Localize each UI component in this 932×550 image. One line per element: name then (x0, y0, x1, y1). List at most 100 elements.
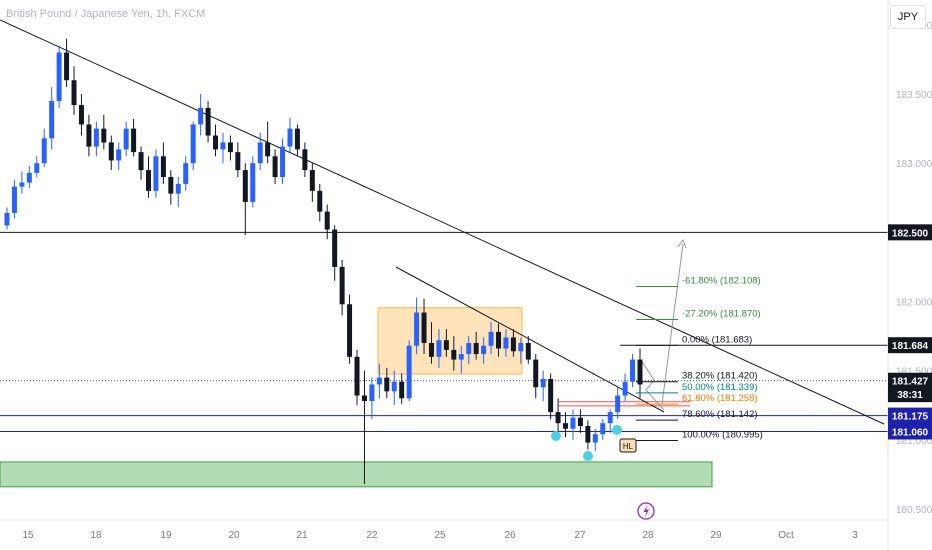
candle-body (436, 340, 442, 357)
candle-body (272, 156, 278, 178)
time-tick-label: 25 (434, 530, 446, 541)
candle-body (347, 304, 353, 357)
candle-body (78, 105, 84, 125)
candle-body (428, 342, 434, 357)
candle-body (391, 381, 397, 392)
zones-layer (0, 307, 713, 488)
candle-body (101, 128, 107, 143)
price-labels-layer: 182.500 181.684 181.427 38:31 181.175 181.060 (888, 224, 932, 440)
candle-body (41, 138, 47, 164)
hl-label: HL (623, 442, 634, 451)
time-tick-label: 29 (710, 530, 722, 541)
price-tick-label: 181.000 (896, 436, 932, 447)
candle-body (324, 211, 330, 230)
time-tick-label: 20 (228, 530, 240, 541)
candle-body (190, 124, 196, 164)
time-tick-label: 21 (296, 530, 308, 541)
candle-body (309, 170, 315, 191)
support-zone[interactable] (0, 461, 713, 488)
fib-level-label: 0.00% (181.683) (682, 334, 752, 345)
fib-level-label: -27.20% (181.870) (682, 308, 761, 319)
chart-title: British Pound / Japanese Yen, 1h, FXCM (6, 8, 206, 20)
candle-body (11, 186, 17, 213)
price-scale-label: 182.500 (892, 228, 929, 239)
time-tick-label: Oct (778, 530, 794, 541)
currency-button[interactable]: JPY (890, 5, 926, 29)
candle-body (570, 417, 576, 429)
candle-body (34, 163, 40, 173)
price-scale-label-bg (888, 224, 932, 241)
candle-body (600, 423, 606, 435)
price-scale-label: 181.427 (892, 377, 929, 388)
candle-body (49, 100, 55, 139)
price-scale-label-bg (888, 386, 932, 403)
swing-low-marker (583, 451, 593, 461)
candle-body (339, 266, 345, 305)
candles-layer (4, 38, 643, 485)
candle-body (443, 340, 449, 350)
price-tick-label: 180.500 (896, 505, 932, 516)
candle-body (19, 182, 25, 187)
time-axis[interactable]: 15 18 19 20 21 22 25 26 27 28 29 Oct 3 (22, 530, 858, 541)
candle-body (265, 142, 271, 157)
candle-body (466, 342, 472, 355)
price-scale-label-bg (888, 423, 932, 440)
time-tick-label: 19 (160, 530, 172, 541)
candle-body (4, 212, 10, 226)
candle-body (183, 163, 189, 184)
candle-body (153, 156, 159, 191)
candle-body (213, 135, 219, 150)
fib-layer: -61.80% (182.108) -27.20% (181.870) 0.00% … (636, 276, 763, 441)
time-tick-label: 26 (504, 530, 516, 541)
candle-body (332, 229, 338, 267)
price-axis[interactable]: 184.000183.500183.000182.500182.000181.5… (896, 21, 932, 516)
candle-body (414, 312, 420, 346)
candle-body (607, 412, 613, 424)
swing-low-marker (551, 431, 561, 441)
candle-body (369, 384, 375, 402)
time-tick-label: 28 (642, 530, 654, 541)
candle-body (138, 152, 144, 171)
trendline-main[interactable] (0, 19, 885, 425)
candle-body (518, 342, 524, 352)
swing-low-marker (612, 425, 622, 435)
candle-body (525, 342, 531, 360)
candle-body (160, 156, 166, 178)
lightning-icon (643, 505, 649, 518)
price-tick-label: 181.500 (896, 367, 932, 378)
price-tick-label: 183.500 (896, 90, 932, 101)
candle-body (205, 107, 211, 136)
candle-body (93, 128, 99, 147)
candle-body (361, 395, 367, 402)
fib-level-label: 50.00% (181.339) (682, 382, 758, 393)
candle-body (406, 345, 412, 399)
time-tick-label: 27 (574, 530, 586, 541)
candle-body (227, 142, 233, 153)
price-tick-label: 183.000 (896, 159, 932, 170)
price-scale-label: 38:31 (897, 390, 923, 401)
candle-body (294, 128, 300, 150)
candle-body (451, 349, 457, 360)
candle-body (496, 331, 502, 349)
candle-body (198, 107, 204, 125)
price-tick-label: 182.000 (896, 297, 932, 308)
candle-body (548, 378, 554, 413)
fib-level-label: 38.20% (181.420) (682, 371, 758, 382)
candle-body (64, 52, 70, 81)
candle-body (376, 377, 382, 385)
candle-body (630, 359, 636, 382)
plot-background (0, 0, 888, 550)
candle-body (287, 128, 293, 147)
candle-body (503, 337, 509, 349)
trendlines-layer (0, 19, 885, 425)
candle-body (26, 172, 32, 183)
candle-body (257, 142, 263, 164)
time-tick-label: 18 (90, 530, 102, 541)
candle-body (592, 434, 598, 443)
candle-body (71, 80, 77, 106)
trendline-secondary[interactable] (395, 266, 665, 413)
hl-label-box (619, 438, 637, 453)
candle-body (481, 345, 487, 355)
candle-body (533, 359, 539, 388)
